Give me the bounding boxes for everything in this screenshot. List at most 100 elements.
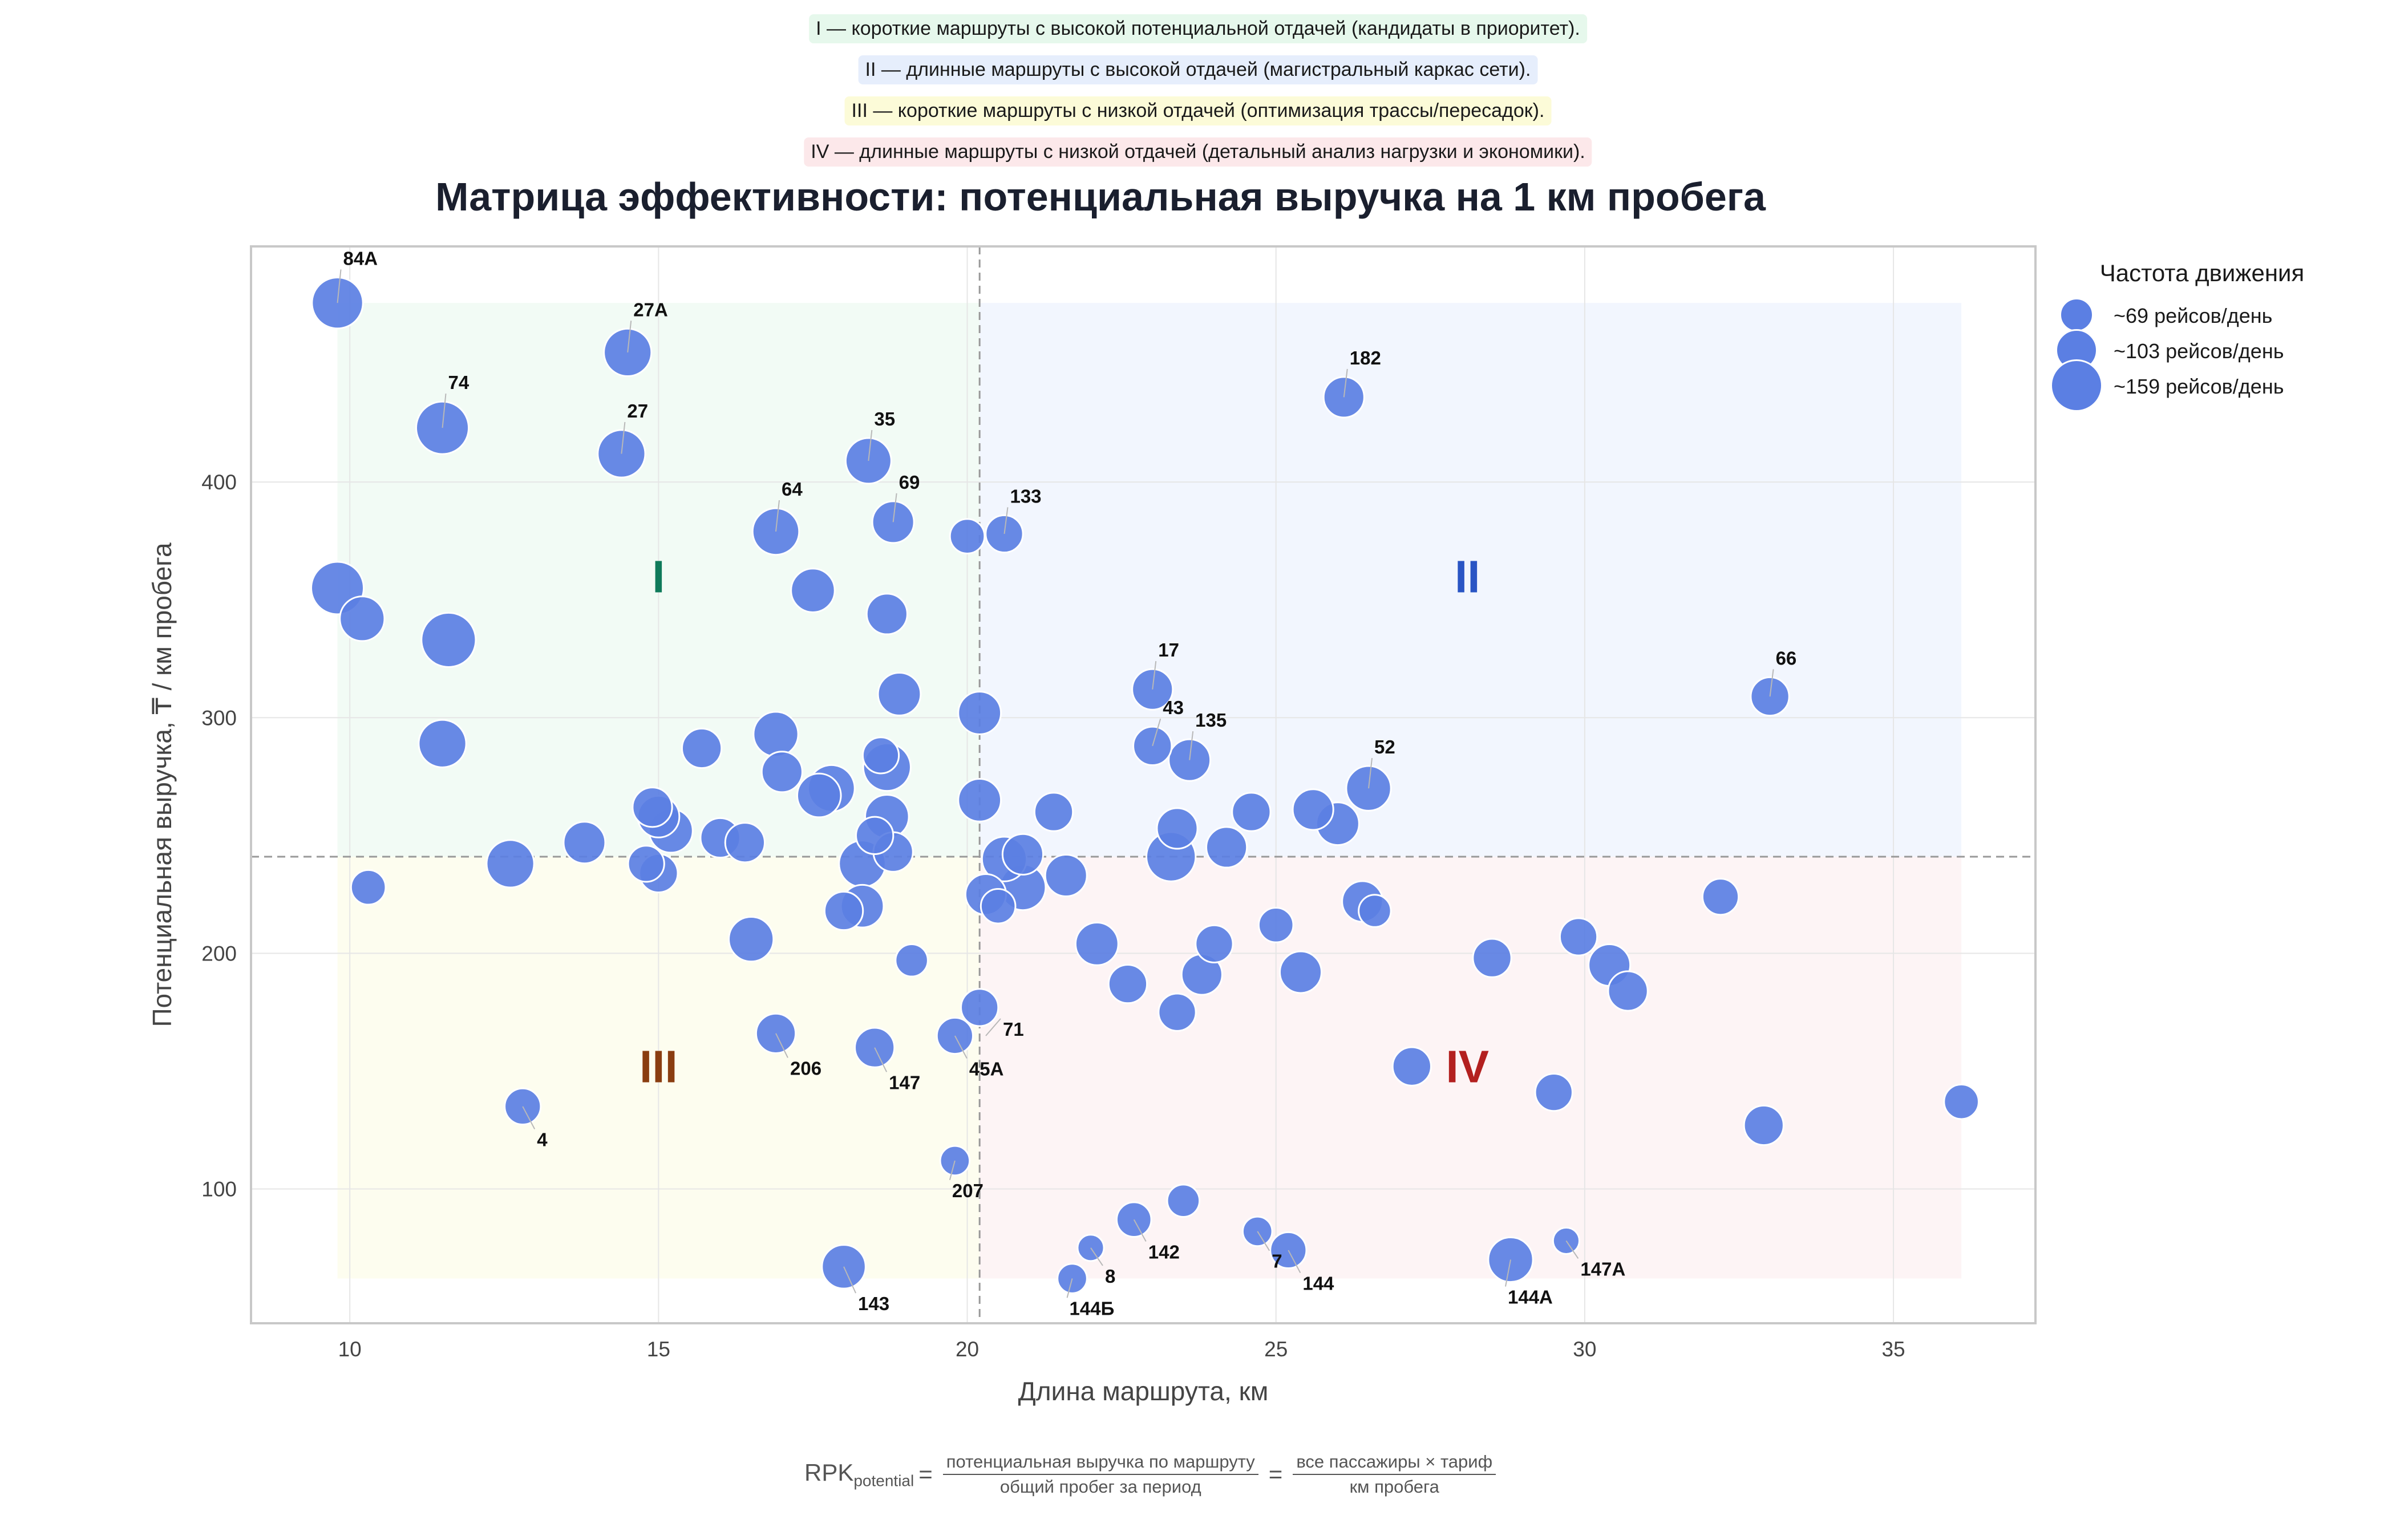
formula-fraction-1: потенциальная выручка по маршруту общий … [942, 1452, 1258, 1497]
data-point [1231, 792, 1272, 832]
x-tick-label: 35 [1881, 1338, 1905, 1361]
data-point [895, 943, 929, 978]
note-quadrant-4: IV — длинные маршруты с низкой отдачей (… [804, 137, 1592, 167]
data-point [350, 869, 387, 906]
data-point [420, 611, 477, 668]
data-point [796, 772, 842, 818]
data-point [865, 593, 908, 635]
x-tick-label: 10 [338, 1338, 362, 1361]
x-tick-label: 20 [956, 1338, 979, 1361]
data-point [1033, 792, 1074, 832]
plot-frame [250, 245, 2037, 1324]
point-label: 133 [1010, 485, 1041, 506]
label-leader [985, 1018, 1001, 1036]
data-point [1292, 788, 1334, 831]
legend: Частота движения ~69 рейсов/день ~103 ре… [2050, 260, 2350, 412]
data-point [681, 727, 723, 769]
label-leader [775, 500, 780, 532]
legend-title: Частота движения [2099, 260, 2305, 286]
label-leader [1152, 718, 1161, 747]
point-label: 43 [1163, 697, 1184, 718]
data-point [823, 890, 864, 931]
data-point [504, 1087, 542, 1126]
point-label: 143 [858, 1293, 889, 1314]
data-point [752, 711, 799, 757]
data-point [980, 887, 1017, 925]
formula-fraction-2: все пассажиры × тариф км пробега [1293, 1452, 1496, 1497]
data-point [957, 691, 1002, 735]
label-leader [1257, 1231, 1270, 1251]
legend-item-label: ~159 рейсов/день [2114, 375, 2284, 398]
legend-item-label: ~103 рейсов/день [2114, 339, 2284, 363]
data-point [562, 821, 606, 865]
legend-item: ~69 рейсов/день [2054, 297, 2350, 333]
label-leader [1288, 1250, 1301, 1274]
point-label: 182 [1350, 347, 1381, 368]
quadrant-label: II [1455, 551, 1480, 602]
x-tick-label: 15 [647, 1338, 670, 1361]
data-point [1257, 906, 1294, 943]
note-quadrant-3: III — короткие маршруты с низкой отдачей… [844, 96, 1552, 125]
data-point [728, 915, 775, 963]
legend-marker [2050, 359, 2103, 412]
label-leader [1003, 507, 1009, 534]
label-leader [954, 1035, 968, 1059]
x-tick-label: 25 [1264, 1338, 1288, 1361]
point-label: 144Б [1070, 1298, 1115, 1319]
point-label: 74 [448, 372, 470, 393]
data-point [339, 595, 386, 642]
point-label: 84А [343, 248, 378, 269]
x-axis-label: Длина маршрута, км [1018, 1376, 1269, 1406]
formula-lhs: RPKpotential [804, 1458, 914, 1490]
point-label: 52 [1374, 736, 1395, 757]
data-point [1166, 1184, 1201, 1218]
x-tick-label: 30 [1573, 1338, 1596, 1361]
data-point [1205, 826, 1248, 869]
point-label: 147А [1580, 1258, 1625, 1279]
quadrant-label: I [652, 551, 665, 602]
point-label: 71 [1003, 1019, 1024, 1040]
legend-item: ~159 рейсов/день [2050, 359, 2350, 412]
legend-item: ~103 рейсов/день [2054, 329, 2350, 372]
data-point [1076, 1234, 1105, 1262]
point-label: 17 [1158, 639, 1179, 660]
y-axis-label: Потенциальная выручка, ₸ / км пробега [147, 542, 177, 1027]
data-point [418, 719, 467, 768]
data-point [1607, 970, 1649, 1012]
data-point [1472, 938, 1512, 978]
data-point [1701, 878, 1740, 916]
y-tick-label: 400 [201, 471, 237, 494]
point-label: 147 [889, 1072, 920, 1093]
data-point [1044, 854, 1088, 898]
quadrant-2-area [980, 303, 1962, 857]
label-leader [775, 1033, 788, 1058]
point-label: 27 [627, 400, 648, 422]
data-point [632, 787, 673, 828]
label-leader [1152, 660, 1157, 690]
data-point [1156, 807, 1199, 850]
data-point [1107, 963, 1148, 1004]
point-label: 66 [1776, 647, 1797, 668]
point-label: 35 [874, 408, 895, 429]
data-point [861, 736, 900, 775]
point-label: 144 [1302, 1273, 1334, 1294]
quadrant-label: IV [1446, 1041, 1489, 1092]
point-label: 142 [1148, 1242, 1180, 1263]
label-leader [892, 493, 897, 522]
label-leader [621, 422, 626, 454]
data-point [1345, 765, 1392, 812]
point-label: 69 [899, 472, 920, 493]
data-point [1552, 1226, 1580, 1255]
point-label: 7 [1272, 1251, 1282, 1272]
quadrant-label: III [640, 1041, 678, 1092]
label-leader [874, 1047, 888, 1072]
point-label: 45А [969, 1059, 1004, 1080]
data-point [1358, 894, 1392, 928]
y-tick-label: 300 [201, 706, 237, 730]
data-point [877, 672, 922, 716]
data-point [1279, 950, 1322, 994]
y-tick-label: 200 [201, 942, 237, 965]
point-label: 135 [1195, 710, 1227, 731]
data-point [1559, 917, 1598, 957]
